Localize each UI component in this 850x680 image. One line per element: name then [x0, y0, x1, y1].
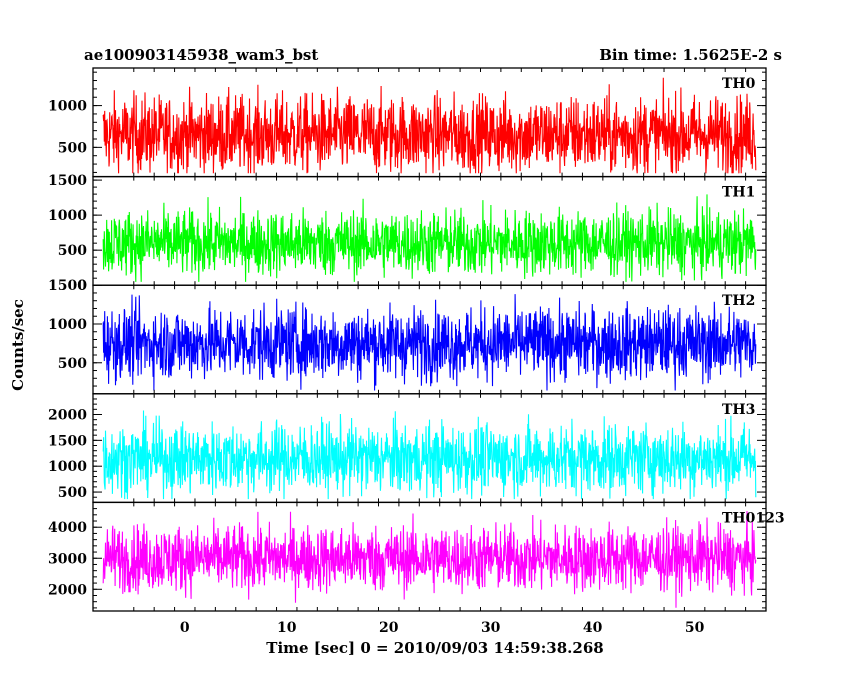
y-tick-label: 1000	[48, 99, 87, 115]
y-tick-label: 500	[58, 140, 87, 156]
series-label-th1: TH1	[722, 185, 755, 201]
x-tick-label: 0	[180, 620, 190, 636]
bin-time-label: Bin time: 1.5625E-2 s	[599, 46, 782, 64]
y-tick-label: 3000	[48, 551, 87, 567]
series-label-th2: TH2	[722, 293, 755, 309]
x-tick-label: 50	[685, 620, 705, 636]
series-trace-th3	[102, 410, 757, 500]
x-tick-label: 30	[481, 620, 501, 636]
series-trace-th0123	[102, 511, 757, 608]
y-tick-label: 500	[58, 243, 87, 259]
y-tick-label: 0	[77, 278, 87, 294]
x-tick-label: 10	[277, 620, 297, 636]
y-tick-label: 500	[58, 356, 87, 372]
panel-frame-th0123	[92, 501, 767, 612]
y-tick-label: 1000	[48, 459, 87, 475]
series-label-th0123: TH0123	[722, 510, 785, 526]
series-label-th0: TH0	[722, 76, 756, 92]
x-tick-label: 20	[379, 620, 399, 636]
y-tick-label: 1500	[48, 173, 87, 189]
y-tick-label: 4000	[48, 520, 87, 536]
y-tick-label: 1500	[48, 433, 87, 449]
series-trace-th2	[102, 294, 757, 391]
plot-title: ae100903145938_wam3_bst	[84, 46, 319, 64]
series-label-th3: TH3	[722, 402, 755, 418]
y-tick-label: 2000	[48, 582, 87, 598]
y-tick-label: 2000	[48, 407, 87, 423]
series-trace-th0	[102, 77, 757, 174]
x-axis-label: Time [sec] 0 = 2010/09/03 14:59:38.268	[266, 639, 604, 657]
x-tick-label: 40	[583, 620, 603, 636]
y-tick-label: 1500	[48, 278, 87, 294]
y-tick-label: 500	[58, 485, 87, 501]
y-tick-label: 1000	[48, 317, 87, 333]
series-trace-th1	[102, 194, 757, 282]
y-tick-label: 1000	[48, 208, 87, 224]
